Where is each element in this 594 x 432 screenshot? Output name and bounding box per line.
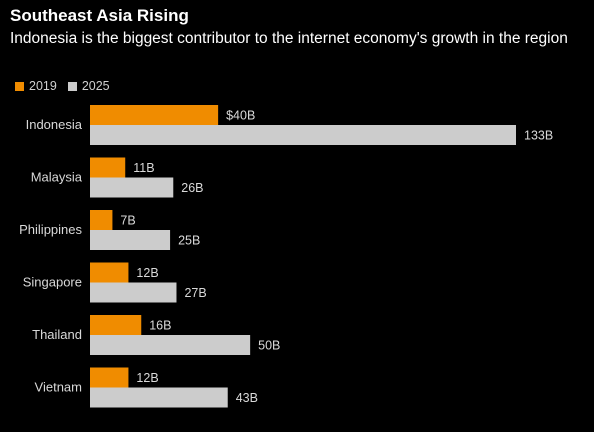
chart-legend: 2019 2025	[15, 79, 114, 93]
category-label-philippines: Philippines	[19, 222, 82, 237]
bar-2025-singapore	[90, 282, 177, 303]
data-label-2019-malaysia: 11B	[133, 161, 154, 175]
chart-title: Southeast Asia Rising	[10, 6, 189, 25]
category-label-thailand: Thailand	[32, 327, 82, 342]
legend-item-2019: 2019	[15, 79, 57, 93]
data-label-2019-singapore: 12B	[136, 266, 158, 280]
legend-swatch-2025	[67, 81, 77, 91]
category-label-malaysia: Malaysia	[31, 170, 83, 185]
category-label-vietnam: Vietnam	[35, 380, 82, 395]
legend-item-2025: 2025	[67, 79, 110, 93]
bar-2019-indonesia	[90, 105, 219, 125]
chart-subtitle: Indonesia is the biggest contributor to …	[10, 30, 568, 47]
bar-2019-malaysia	[90, 157, 126, 178]
data-label-2019-thailand: 16B	[149, 319, 171, 333]
bar-2025-malaysia	[90, 177, 174, 198]
legend-swatch-2019	[15, 81, 24, 91]
bar-2019-singapore	[90, 262, 129, 283]
data-label-2025-indonesia: 133B	[524, 129, 553, 143]
data-label-2025-singapore: 27B	[184, 286, 206, 300]
bar-2025-indonesia	[90, 125, 516, 145]
category-label-indonesia: Indonesia	[26, 117, 83, 132]
bar-2019-thailand	[90, 315, 142, 335]
bar-2025-thailand	[90, 335, 251, 355]
data-label-2025-vietnam: 43B	[236, 391, 258, 405]
data-label-2019-vietnam: 12B	[136, 371, 158, 385]
legend-label-2019: 2019	[29, 79, 57, 93]
legend-label-2025: 2025	[81, 79, 110, 93]
data-label-2019-philippines: 7B	[120, 214, 135, 228]
bar-2025-philippines	[90, 230, 171, 250]
bar-2019-vietnam	[90, 367, 129, 388]
category-label-singapore: Singapore	[23, 275, 82, 290]
data-label-2025-malaysia: 26B	[181, 181, 203, 195]
data-label-2025-philippines: 25B	[178, 234, 200, 248]
data-label-2019-indonesia: $40B	[226, 109, 255, 123]
bar-2019-philippines	[90, 210, 113, 230]
bar-2025-vietnam	[90, 387, 228, 408]
data-label-2025-thailand: 50B	[258, 339, 280, 353]
